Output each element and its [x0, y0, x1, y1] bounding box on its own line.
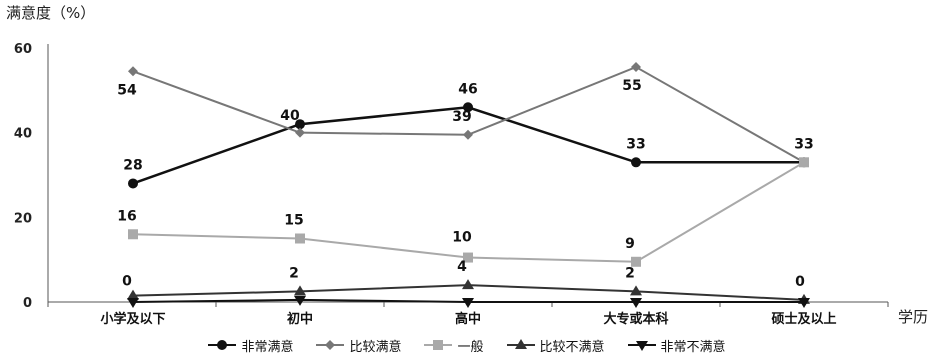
data-point: [128, 229, 138, 240]
legend-swatch: [424, 340, 453, 350]
series-line: [132, 161, 805, 263]
legend-swatch: [316, 340, 345, 350]
data-label: 46: [458, 81, 477, 97]
chart-legend: 非常满意 比较满意 一般 比较不满意 非常不满意: [0, 334, 933, 356]
data-label: 0: [795, 274, 805, 290]
y-tick-label: 0: [23, 296, 32, 311]
data-point: [798, 298, 810, 308]
legend-item: 非常不满意: [627, 334, 726, 356]
data-point: [631, 256, 641, 267]
data-point: [631, 62, 641, 73]
data-label: 28: [123, 157, 142, 173]
data-point: [462, 298, 474, 308]
data-point: [463, 252, 473, 263]
legend-swatch: [506, 339, 535, 349]
data-point: [295, 127, 305, 138]
data-label: 4: [457, 259, 467, 275]
legend-marker: [325, 340, 336, 350]
x-tick-label: 初中: [287, 311, 313, 327]
x-tick-label: 小学及以下: [100, 311, 165, 327]
data-point: [463, 129, 473, 140]
legend-marker: [433, 340, 444, 350]
legend-marker: [514, 339, 527, 349]
legend-swatch: [627, 341, 656, 351]
legend-item: 非常满意: [207, 334, 293, 356]
data-point: [295, 119, 305, 130]
legend-marker: [635, 341, 648, 351]
data-label: 15: [284, 213, 303, 229]
data-label: 2: [289, 265, 299, 281]
data-label: 54: [117, 82, 137, 98]
legend-marker: [217, 340, 228, 350]
data-point: [128, 66, 138, 77]
data-label: 55: [622, 78, 641, 94]
y-tick-label: 60: [14, 42, 32, 57]
x-axis-title: 学历: [898, 308, 929, 326]
data-point: [128, 178, 138, 189]
data-point: [127, 289, 139, 300]
y-tick-label: 20: [14, 211, 32, 226]
legend-label: 一般: [457, 339, 484, 355]
data-label: 0: [122, 274, 132, 290]
x-tick-label: 硕士及以上: [771, 311, 836, 327]
y-tick-label: 40: [14, 127, 32, 142]
y-axis-title: 满意度（%）: [6, 4, 96, 22]
legend-label: 比较满意: [349, 339, 402, 355]
legend-label: 非常不满意: [660, 339, 726, 355]
legend-label: 非常满意: [241, 339, 294, 355]
legend-item: 比较满意: [315, 334, 401, 356]
data-point: [295, 233, 305, 244]
legend-label: 比较不满意: [539, 339, 605, 355]
data-label: 33: [626, 136, 645, 152]
data-label: 16: [117, 208, 136, 224]
data-label: 9: [625, 236, 635, 252]
data-label: 2: [625, 265, 635, 281]
data-point: [127, 298, 139, 308]
x-tick-label: 高中: [455, 311, 481, 327]
data-point: [631, 157, 641, 168]
data-label: 40: [280, 108, 300, 124]
data-label: 33: [794, 136, 813, 152]
data-point: [799, 157, 809, 168]
data-point: [463, 102, 473, 113]
legend-swatch: [208, 340, 237, 350]
data-point: [294, 285, 306, 296]
data-label: 39: [452, 109, 471, 125]
data-point: [630, 285, 642, 296]
legend-item: 一般: [423, 334, 484, 356]
legend-item: 比较不满意: [506, 334, 605, 356]
data-point: [630, 298, 642, 308]
data-label: 10: [452, 230, 472, 246]
x-tick-label: 大专或本科: [603, 311, 668, 327]
data-point: [294, 295, 306, 306]
data-point: [462, 279, 474, 290]
